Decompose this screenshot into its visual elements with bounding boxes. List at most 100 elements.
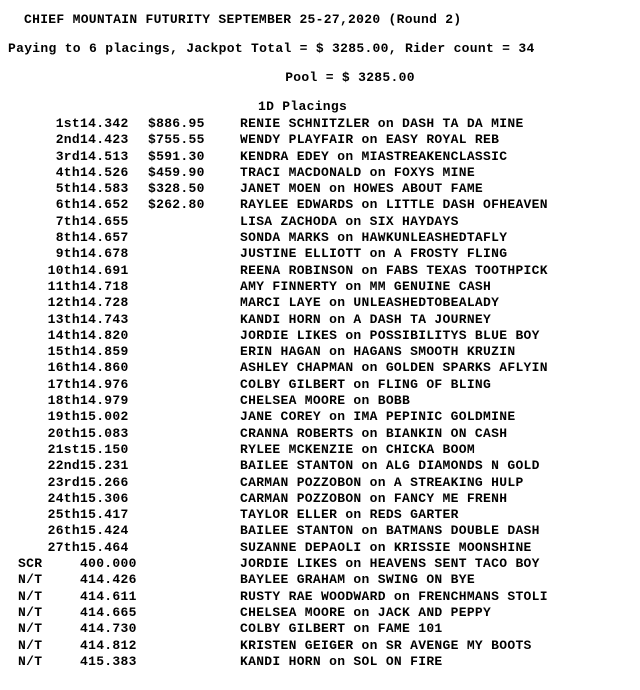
place-cell: 2nd: [18, 132, 80, 148]
time-cell: 414.812: [80, 638, 148, 654]
prize-cell: [148, 426, 240, 442]
time-cell: 15.002: [80, 409, 148, 425]
rider-horse-cell: AMY FINNERTY on MM GENUINE CASH: [240, 279, 548, 295]
time-cell: 14.860: [80, 360, 148, 376]
rider-horse-cell: COLBY GILBERT on FAME 101: [240, 621, 548, 637]
table-row: 6th14.652$262.80RAYLEE EDWARDS on LITTLE…: [18, 197, 548, 213]
prize-cell: [148, 295, 240, 311]
rider-horse-cell: RAYLEE EDWARDS on LITTLE DASH OFHEAVEN: [240, 197, 548, 213]
prize-cell: [148, 589, 240, 605]
rider-horse-cell: CHELSEA MOORE on JACK AND PEPPY: [240, 605, 548, 621]
rider-horse-cell: KRISTEN GEIGER on SR AVENGE MY BOOTS: [240, 638, 548, 654]
time-cell: 15.417: [80, 507, 148, 523]
place-cell: 12th: [18, 295, 80, 311]
place-cell: N/T: [18, 621, 80, 637]
time-cell: 14.655: [80, 214, 148, 230]
time-cell: 15.266: [80, 475, 148, 491]
table-row: 14th14.820JORDIE LIKES on POSSIBILITYS B…: [18, 328, 548, 344]
place-cell: 25th: [18, 507, 80, 523]
rider-horse-cell: SONDA MARKS on HAWKUNLEASHEDTAFLY: [240, 230, 548, 246]
table-row: 9th14.678JUSTINE ELLIOTT on A FROSTY FLI…: [18, 246, 548, 262]
place-cell: N/T: [18, 589, 80, 605]
table-row: 27th15.464SUZANNE DEPAOLI on KRISSIE MOO…: [18, 540, 548, 556]
rider-horse-cell: SUZANNE DEPAOLI on KRISSIE MOONSHINE: [240, 540, 548, 556]
rider-horse-cell: BAILEE STANTON on BATMANS DOUBLE DASH: [240, 523, 548, 539]
rider-horse-cell: JORDIE LIKES on POSSIBILITYS BLUE BOY: [240, 328, 548, 344]
prize-cell: [148, 523, 240, 539]
rider-horse-cell: KANDI HORN on A DASH TA JOURNEY: [240, 312, 548, 328]
rider-horse-cell: JUSTINE ELLIOTT on A FROSTY FLING: [240, 246, 548, 262]
prize-cell: $886.95: [148, 116, 240, 132]
prize-cell: [148, 279, 240, 295]
time-cell: 415.383: [80, 654, 148, 670]
place-cell: 22nd: [18, 458, 80, 474]
time-cell: 400.000: [80, 556, 148, 572]
prize-cell: [148, 605, 240, 621]
prize-cell: [148, 328, 240, 344]
time-cell: 15.464: [80, 540, 148, 556]
time-cell: 15.424: [80, 523, 148, 539]
rider-horse-cell: ASHLEY CHAPMAN on GOLDEN SPARKS AFLYIN: [240, 360, 548, 376]
table-row: 23rd15.266CARMAN POZZOBON on A STREAKING…: [18, 475, 548, 491]
time-cell: 14.513: [80, 149, 148, 165]
prize-cell: [148, 475, 240, 491]
place-cell: 5th: [18, 181, 80, 197]
place-cell: 26th: [18, 523, 80, 539]
time-cell: 414.730: [80, 621, 148, 637]
place-cell: 13th: [18, 312, 80, 328]
table-row: 17th14.976COLBY GILBERT on FLING OF BLIN…: [18, 377, 548, 393]
rider-horse-cell: MARCI LAYE on UNLEASHEDTOBEALADY: [240, 295, 548, 311]
rider-horse-cell: CHELSEA MOORE on BOBB: [240, 393, 548, 409]
place-cell: 8th: [18, 230, 80, 246]
place-cell: N/T: [18, 638, 80, 654]
time-cell: 14.728: [80, 295, 148, 311]
table-row: N/T414.665CHELSEA MOORE on JACK AND PEPP…: [18, 605, 548, 621]
rider-horse-cell: RUSTY RAE WOODWARD on FRENCHMANS STOLI: [240, 589, 548, 605]
rider-horse-cell: TRACI MACDONALD on FOXYS MINE: [240, 165, 548, 181]
place-cell: 21st: [18, 442, 80, 458]
place-cell: 16th: [18, 360, 80, 376]
prize-cell: $328.50: [148, 181, 240, 197]
results-table: 1st14.342$886.95RENIE SCHNITZLER on DASH…: [18, 116, 548, 670]
place-cell: 7th: [18, 214, 80, 230]
table-row: 8th14.657 SONDA MARKS on HAWKUNLEASHEDTAF…: [18, 230, 548, 246]
table-row: 13th14.743KANDI HORN on A DASH TA JOURNE…: [18, 312, 548, 328]
prize-cell: [148, 654, 240, 670]
place-cell: 24th: [18, 491, 80, 507]
prize-cell: [148, 246, 240, 262]
prize-cell: [148, 409, 240, 425]
time-cell: 14.423: [80, 132, 148, 148]
rider-horse-cell: KENDRA EDEY on MIASTREAKENCLASSIC: [240, 149, 548, 165]
place-cell: N/T: [18, 605, 80, 621]
time-cell: 14.342: [80, 116, 148, 132]
time-cell: 14.691: [80, 263, 148, 279]
time-cell: 414.426: [80, 572, 148, 588]
place-cell: 18th: [18, 393, 80, 409]
rider-horse-cell: BAILEE STANTON on ALG DIAMONDS N GOLD: [240, 458, 548, 474]
time-cell: 15.083: [80, 426, 148, 442]
prize-cell: [148, 556, 240, 572]
prize-cell: [148, 638, 240, 654]
prize-cell: $262.80: [148, 197, 240, 213]
rider-horse-cell: CARMAN POZZOBON on FANCY ME FRENH: [240, 491, 548, 507]
table-row: 7th14.655LISA ZACHODA on SIX HAYDAYS: [18, 214, 548, 230]
time-cell: 14.657: [80, 230, 148, 246]
prize-cell: [148, 214, 240, 230]
rider-horse-cell: RENIE SCHNITZLER on DASH TA DA MINE: [240, 116, 548, 132]
time-cell: 14.718: [80, 279, 148, 295]
prize-cell: [148, 442, 240, 458]
time-cell: 14.859: [80, 344, 148, 360]
rider-horse-cell: JORDIE LIKES on HEAVENS SENT TACO BOY: [240, 556, 548, 572]
pay-line: Paying to 6 placings, Jackpot Total = $ …: [8, 41, 632, 56]
time-cell: 14.526: [80, 165, 148, 181]
place-cell: N/T: [18, 654, 80, 670]
prize-cell: [148, 377, 240, 393]
table-row: 11th14.718 AMY FINNERTY on MM GENUINE CAS…: [18, 279, 548, 295]
table-row: SCR400.000JORDIE LIKES on HEAVENS SENT T…: [18, 556, 548, 572]
time-cell: 15.306: [80, 491, 148, 507]
place-cell: 11th: [18, 279, 80, 295]
place-cell: 23rd: [18, 475, 80, 491]
prize-cell: [148, 312, 240, 328]
prize-cell: $459.90: [148, 165, 240, 181]
table-row: N/T415.383KANDI HORN on SOL ON FIRE: [18, 654, 548, 670]
